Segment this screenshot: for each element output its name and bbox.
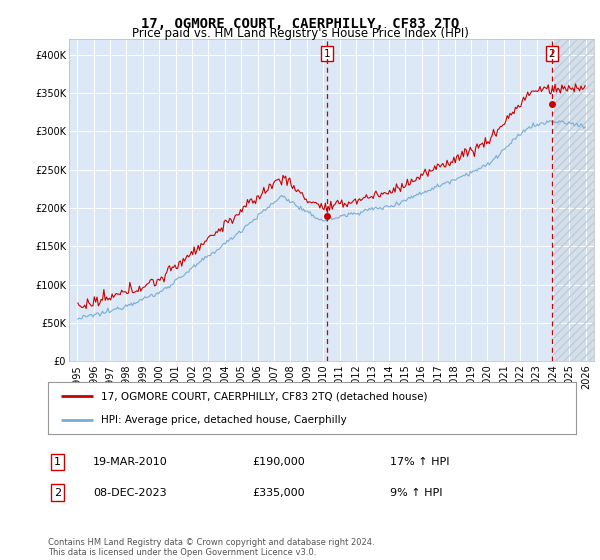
Text: £190,000: £190,000 bbox=[252, 457, 305, 467]
Text: 17, OGMORE COURT, CAERPHILLY, CF83 2TQ: 17, OGMORE COURT, CAERPHILLY, CF83 2TQ bbox=[141, 17, 459, 31]
Text: 19-MAR-2010: 19-MAR-2010 bbox=[93, 457, 168, 467]
Text: 9% ↑ HPI: 9% ↑ HPI bbox=[390, 488, 443, 498]
Text: Price paid vs. HM Land Registry's House Price Index (HPI): Price paid vs. HM Land Registry's House … bbox=[131, 27, 469, 40]
Text: 2: 2 bbox=[548, 49, 555, 59]
Text: 17% ↑ HPI: 17% ↑ HPI bbox=[390, 457, 449, 467]
Bar bbox=[553, 39, 594, 361]
Text: 2: 2 bbox=[54, 488, 61, 498]
Text: 17, OGMORE COURT, CAERPHILLY, CF83 2TQ (detached house): 17, OGMORE COURT, CAERPHILLY, CF83 2TQ (… bbox=[101, 391, 427, 402]
Bar bbox=[553, 39, 594, 361]
Text: 1: 1 bbox=[54, 457, 61, 467]
Text: 08-DEC-2023: 08-DEC-2023 bbox=[93, 488, 167, 498]
Text: HPI: Average price, detached house, Caerphilly: HPI: Average price, detached house, Caer… bbox=[101, 415, 347, 425]
Text: 1: 1 bbox=[323, 49, 330, 59]
Text: £335,000: £335,000 bbox=[252, 488, 305, 498]
Text: Contains HM Land Registry data © Crown copyright and database right 2024.
This d: Contains HM Land Registry data © Crown c… bbox=[48, 538, 374, 557]
